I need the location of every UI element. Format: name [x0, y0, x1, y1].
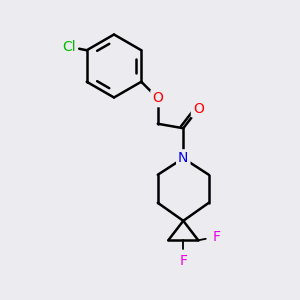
Text: F: F: [212, 230, 220, 244]
Text: F: F: [179, 254, 187, 268]
Text: N: N: [178, 151, 188, 165]
Text: O: O: [152, 91, 163, 105]
Text: Cl: Cl: [62, 40, 76, 54]
Text: O: O: [193, 102, 204, 116]
